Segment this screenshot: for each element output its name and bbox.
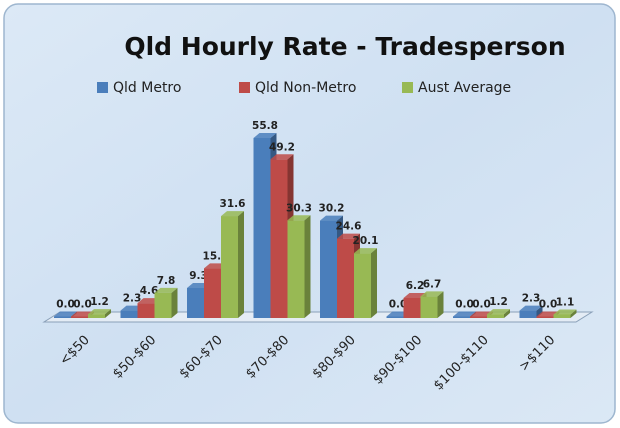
bar	[221, 216, 238, 318]
value-label: 1.2	[90, 296, 109, 308]
value-label: 1.1	[556, 296, 575, 308]
bar	[270, 159, 288, 318]
bar-side	[437, 291, 444, 318]
value-label: 0.0	[389, 299, 408, 311]
value-label: 4.6	[140, 285, 159, 297]
value-label: 31.6	[220, 198, 246, 210]
bar	[403, 298, 421, 318]
bar	[536, 316, 554, 318]
bar-side	[238, 211, 244, 318]
legend-label: Aust Average	[418, 80, 511, 96]
bar	[154, 292, 172, 318]
bar	[88, 314, 105, 318]
legend-label: Qld Non-Metro	[255, 80, 356, 96]
value-label: 1.2	[489, 296, 508, 308]
bar-top	[154, 287, 178, 293]
value-label: 0.0	[472, 299, 491, 311]
bar-top	[519, 305, 543, 311]
bar-top	[54, 311, 77, 317]
chart-title: Qld Hourly Rate - Tradesperson	[124, 32, 565, 61]
value-label: 9.3	[189, 270, 208, 282]
bar	[453, 316, 470, 318]
value-label: 2.3	[123, 293, 142, 305]
bar-top	[320, 215, 343, 221]
value-label: 2.3	[522, 293, 541, 305]
bar	[487, 314, 504, 318]
bar	[287, 220, 305, 318]
value-label: 7.8	[157, 275, 176, 287]
bar-top	[487, 309, 510, 315]
bar-top	[337, 233, 360, 239]
legend-swatch	[97, 82, 108, 93]
bar-top	[88, 309, 111, 315]
value-label: 0.0	[56, 299, 75, 311]
bar	[519, 310, 537, 318]
bar-top	[270, 154, 294, 160]
bar-side	[171, 287, 178, 318]
bar	[320, 220, 337, 318]
bar-top	[287, 215, 311, 221]
value-label: 6.7	[423, 278, 442, 290]
bar-side	[304, 215, 311, 318]
bar-side	[105, 309, 111, 318]
bar-side	[504, 309, 510, 318]
bar	[54, 316, 71, 318]
bar-top	[420, 291, 444, 297]
value-label: 20.1	[353, 235, 379, 247]
value-label: 30.3	[286, 202, 312, 214]
bar	[386, 316, 404, 318]
value-label: 49.2	[269, 141, 295, 153]
bar-side	[570, 309, 577, 318]
bar	[71, 316, 88, 318]
legend-swatch	[239, 82, 250, 93]
bar-top	[553, 309, 577, 315]
bar	[253, 138, 271, 318]
floor	[42, 311, 594, 323]
bar	[470, 316, 487, 318]
bar	[137, 303, 155, 318]
value-label: 0.0	[539, 299, 558, 311]
value-label: 55.8	[252, 120, 278, 132]
legend-swatch	[402, 82, 413, 93]
legend-label: Qld Metro	[113, 80, 181, 96]
bar	[337, 238, 354, 318]
bar	[187, 288, 204, 318]
value-label: 0.0	[73, 299, 92, 311]
bar-side	[371, 248, 377, 318]
bar-top	[253, 133, 277, 138]
bar	[420, 296, 438, 318]
value-label: 30.2	[319, 203, 345, 215]
bar-side	[536, 305, 543, 318]
bar-top	[354, 248, 377, 254]
value-label: 0.0	[455, 299, 474, 311]
bar-top	[221, 211, 244, 217]
value-label: 6.2	[406, 280, 425, 292]
bar	[553, 314, 571, 318]
bar	[354, 253, 371, 318]
bar-top	[453, 311, 476, 317]
bar	[120, 310, 138, 318]
value-label: 24.6	[336, 221, 362, 233]
bar	[204, 268, 221, 318]
